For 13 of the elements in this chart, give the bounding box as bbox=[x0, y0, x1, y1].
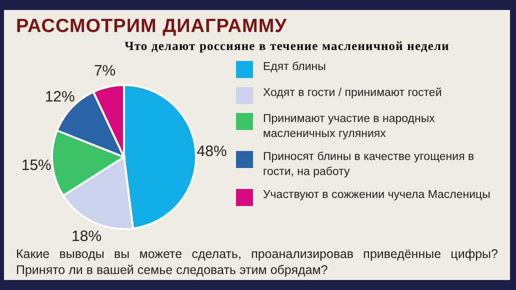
chart-title: РАССМОТРИМ ДИАГРАММУ bbox=[16, 16, 288, 38]
legend-label: Ходят в гости / принимают гостей bbox=[263, 86, 442, 101]
legend-label: Едят блины bbox=[263, 60, 326, 75]
data-label: 15% bbox=[21, 156, 52, 174]
text: Какие выводы вы можете сделать, проанализировав приведённые цифры? Принято ли в вашей семье следовать этим обрядам? bbox=[16, 246, 498, 278]
data-label: 7% bbox=[94, 62, 116, 80]
data-label: 12% bbox=[44, 88, 75, 106]
chart-subtitle: Что делают россияне в течение масленичной недели bbox=[124, 39, 450, 54]
legend-label: Приносят блины в качестве угощения в гости, на работу bbox=[263, 150, 476, 180]
data-label: 48% bbox=[196, 142, 227, 160]
legend-label: Принимают участие в народных масленичных гуляниях bbox=[263, 112, 436, 142]
legend-label: Участвуют в сожжении чучела Масленицы bbox=[263, 188, 490, 203]
data-label: 18% bbox=[72, 228, 102, 246]
